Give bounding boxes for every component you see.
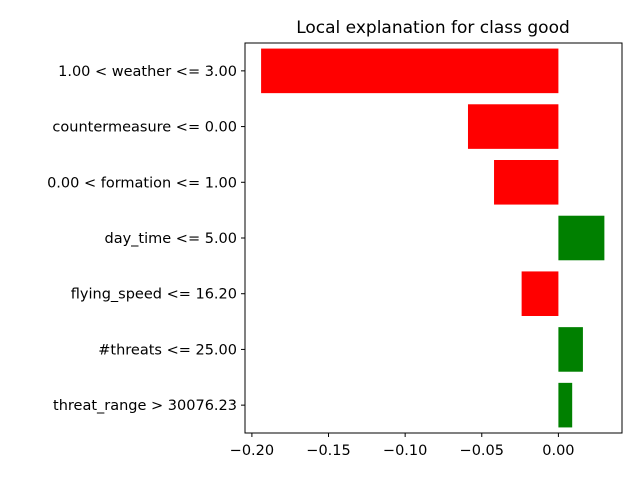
x-tick-label-4: 0.00 — [542, 443, 574, 459]
bar-0 — [261, 48, 559, 94]
x-tick-label-3: −0.05 — [460, 443, 504, 459]
y-tick-label-2: 0.00 < formation <= 1.00 — [47, 175, 237, 191]
chart-title: Local explanation for class good — [296, 18, 570, 38]
bar-6 — [558, 382, 573, 428]
plot-frame — [244, 42, 623, 434]
y-axis-ticks: 1.00 < weather <= 3.00 countermeasure <= … — [47, 64, 245, 414]
y-tick-label-1: countermeasure <= 0.00 — [52, 120, 237, 136]
x-tick-label-0: −0.20 — [230, 443, 274, 459]
bars-group — [261, 48, 605, 428]
bar-1 — [467, 104, 559, 149]
x-tick-label-2: −0.10 — [383, 443, 427, 459]
y-tick-label-0: 1.00 < weather <= 3.00 — [58, 64, 237, 80]
bar-2 — [494, 160, 559, 205]
bar-3 — [558, 215, 605, 261]
y-tick-label-3: day_time <= 5.00 — [105, 231, 237, 247]
bar-5 — [558, 327, 583, 372]
y-tick-label-6: threat_range > 30076.23 — [53, 398, 237, 414]
y-tick-label-4: flying_speed <= 16.20 — [71, 287, 237, 303]
y-tick-label-5: #threats <= 25.00 — [98, 342, 237, 358]
bar-4 — [521, 271, 559, 316]
x-tick-label-1: −0.15 — [306, 443, 350, 459]
x-axis-ticks: −0.20 −0.15 −0.10 −0.05 0.00 — [230, 433, 575, 459]
